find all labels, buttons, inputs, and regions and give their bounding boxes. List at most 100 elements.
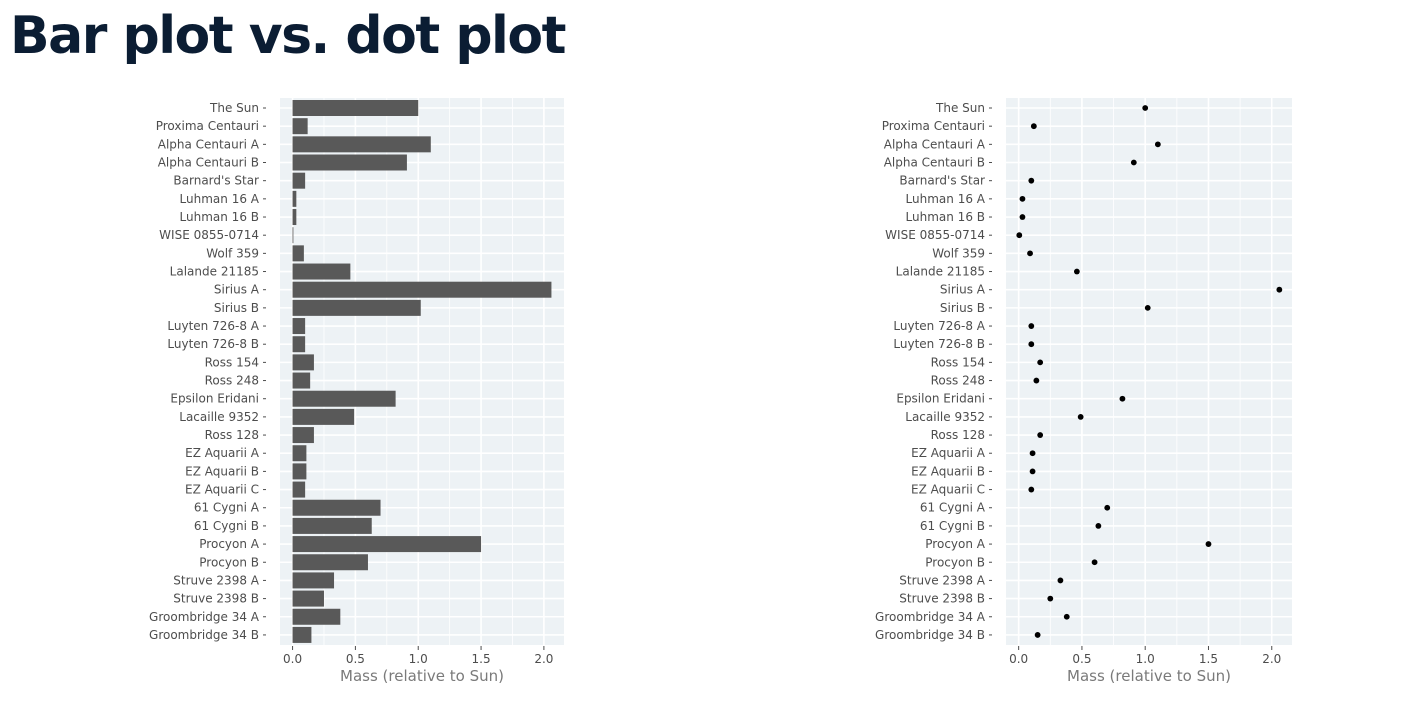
y-tick-label: Procyon B: [925, 555, 985, 569]
dot-sirius-b: [1144, 304, 1151, 311]
y-tick-label: Alpha Centauri A: [158, 137, 260, 151]
dot-alpha-centauri-a: [1154, 141, 1161, 148]
y-tick-label: EZ Aquarii B: [911, 464, 985, 478]
x-tick-label: 1.0: [1136, 652, 1155, 666]
y-tick-label: Procyon B: [199, 555, 259, 569]
bar-luhman-16-a: [292, 190, 297, 207]
dot-groombridge-34-a: [1063, 613, 1070, 620]
y-tick-label: Epsilon Eridani: [170, 392, 259, 406]
slide-title: Bar plot vs. dot plot: [10, 6, 566, 66]
y-tick-label: Groombridge 34 A: [875, 610, 986, 624]
y-tick-label: Procyon A: [199, 537, 259, 551]
y-tick-label: Barnard's Star: [173, 174, 259, 188]
y-tick-label: Lacaille 9352: [179, 410, 259, 424]
y-tick-label: Sirius B: [214, 301, 259, 315]
y-tick-label: Sirius A: [940, 283, 986, 297]
dot-ross-248: [1033, 377, 1040, 384]
y-tick-label: Sirius A: [214, 283, 260, 297]
y-tick-label: Lalande 21185: [896, 265, 985, 279]
dot-61-cygni-a: [1104, 504, 1111, 511]
x-tick-label: 2.0: [1262, 652, 1281, 666]
y-tick-label: Lalande 21185: [170, 265, 259, 279]
bar-procyon-a: [292, 536, 482, 553]
x-tick-label: 0.5: [346, 652, 365, 666]
bar-struve-2398-b: [292, 590, 324, 607]
dot-procyon-b: [1091, 559, 1098, 566]
dot-barnard-s-star: [1028, 177, 1035, 184]
bar-epsilon-eridani: [292, 390, 396, 407]
y-tick-label: Struve 2398 A: [899, 573, 986, 587]
bar-lacaille-9352: [292, 408, 355, 425]
y-tick-label: Ross 128: [931, 428, 985, 442]
bar-wolf-359: [292, 245, 304, 262]
bar-ez-aquarii-b: [292, 463, 307, 480]
y-tick-label: Luyten 726-8 A: [167, 319, 259, 333]
y-tick-label: Luhman 16 A: [180, 192, 260, 206]
bar-alpha-centauri-a: [292, 136, 431, 153]
dot-struve-2398-a: [1057, 577, 1064, 584]
y-tick-label: Ross 154: [205, 355, 259, 369]
dot-61-cygni-b: [1095, 523, 1102, 529]
dot-ez-aquarii-a: [1029, 450, 1036, 457]
y-tick-label: EZ Aquarii B: [185, 464, 259, 478]
bar-luyten-726-8-a: [292, 318, 306, 335]
dot-wise-0855-0714: [1016, 232, 1023, 239]
plot-panel: [280, 98, 564, 645]
dot-groombridge-34-b: [1034, 632, 1041, 638]
y-tick-label: EZ Aquarii A: [911, 446, 986, 460]
bar-struve-2398-a: [292, 572, 335, 589]
y-tick-label: Ross 248: [205, 374, 259, 388]
y-tick-label: Groombridge 34 B: [875, 628, 985, 642]
y-tick-label: Procyon A: [925, 537, 985, 551]
y-tick-label: Luhman 16 B: [180, 210, 259, 224]
y-tick-label: Wolf 359: [932, 246, 985, 260]
bar-sirius-b: [292, 299, 421, 316]
y-tick-label: EZ Aquarii C: [911, 483, 985, 497]
x-axis-title: Mass (relative to Sun): [340, 667, 504, 685]
x-tick-label: 1.0: [409, 652, 428, 666]
bar-barnard-s-star: [292, 172, 306, 189]
dot-luhman-16-b: [1019, 214, 1026, 220]
y-tick-label: EZ Aquarii A: [185, 446, 260, 460]
y-tick-label: Luyten 726-8 B: [893, 337, 985, 351]
y-tick-label: The Sun: [935, 101, 985, 115]
dot-lalande-21185: [1073, 268, 1080, 275]
x-tick-label: 0.5: [1072, 652, 1091, 666]
y-tick-label: Proxima Centauri: [156, 119, 259, 133]
bar-procyon-b: [292, 554, 368, 571]
y-tick-label: 61 Cygni A: [194, 501, 260, 515]
y-tick-label: Struve 2398 B: [899, 592, 985, 606]
y-tick-label: WISE 0855-0714: [159, 228, 259, 242]
bar-61-cygni-a: [292, 499, 381, 516]
bar-ross-128: [292, 427, 314, 444]
dot-the-sun: [1142, 105, 1149, 111]
y-tick-label: Luyten 726-8 A: [893, 319, 985, 333]
y-tick-label: Alpha Centauri B: [884, 156, 985, 170]
dot-procyon-a: [1205, 541, 1212, 547]
bar-ez-aquarii-a: [292, 445, 307, 462]
bar-plot: The Sun Proxima Centauri Alpha Centauri A A…: [149, 98, 564, 685]
dot-lacaille-9352: [1077, 413, 1084, 420]
y-tick-label: Luhman 16 B: [906, 210, 985, 224]
dot-ross-128: [1037, 432, 1044, 438]
dot-sirius-a: [1276, 286, 1283, 293]
x-tick-label: 0.0: [1009, 652, 1028, 666]
y-tick-label: 61 Cygni A: [920, 501, 986, 515]
dot-ez-aquarii-b: [1029, 468, 1036, 475]
y-tick-label: Luhman 16 A: [906, 192, 986, 206]
bar-ross-248: [292, 372, 311, 389]
bar-groombridge-34-b: [292, 626, 312, 643]
x-axis-title: Mass (relative to Sun): [1067, 667, 1231, 685]
y-tick-label: Ross 128: [205, 428, 259, 442]
y-tick-label: 61 Cygni B: [920, 519, 985, 533]
dot-proxima-centauri: [1030, 123, 1037, 130]
y-tick-label: WISE 0855-0714: [885, 228, 985, 242]
y-tick-label: Ross 154: [931, 355, 985, 369]
bar-luhman-16-b: [292, 209, 297, 226]
bar-ez-aquarii-c: [292, 481, 306, 498]
bar-lalande-21185: [292, 263, 351, 280]
y-tick-label: Alpha Centauri A: [884, 137, 986, 151]
y-tick-label: Sirius B: [940, 301, 985, 315]
bar-61-cygni-b: [292, 517, 372, 534]
bar-alpha-centauri-b: [292, 154, 407, 171]
